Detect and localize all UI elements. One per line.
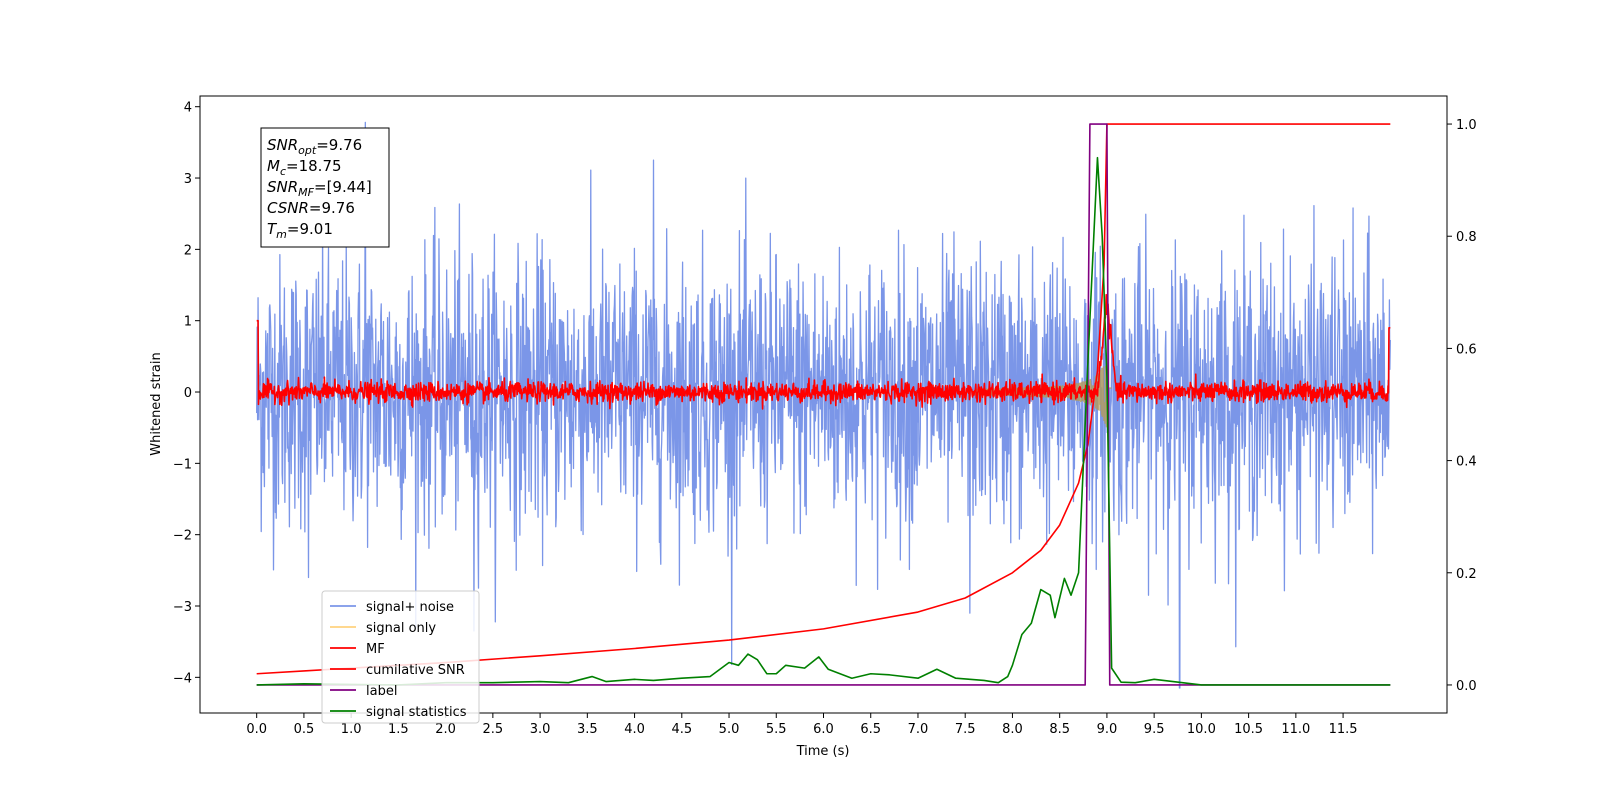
x-tick-label: 6.5 bbox=[860, 722, 881, 737]
x-tick-label: 9.5 bbox=[1144, 722, 1165, 737]
x-tick-label: 0.0 bbox=[246, 722, 267, 737]
x-tick-label: 2.5 bbox=[483, 722, 504, 737]
y-axis-title: Whitened strain bbox=[149, 352, 164, 455]
legend: signal+ noise signal only MF cumilative SNR… bbox=[321, 590, 480, 724]
y-axis-left: −4 −3 −2 −1 0 1 2 3 4 bbox=[173, 101, 200, 686]
x-tick-label: 7.0 bbox=[908, 722, 929, 737]
x-tick-label: 5.0 bbox=[719, 722, 740, 737]
x-tick-label: 5.5 bbox=[766, 722, 787, 737]
y-tick-label: −1 bbox=[173, 457, 192, 472]
y2-tick-label: 0.2 bbox=[1456, 567, 1477, 582]
x-tick-label: 4.0 bbox=[624, 722, 645, 737]
y-tick-label: −3 bbox=[173, 600, 192, 615]
annotation-line: Tm=9.01 bbox=[267, 220, 333, 241]
legend-label: signal+ noise bbox=[366, 600, 454, 615]
x-tick-label: 7.5 bbox=[955, 722, 976, 737]
y-tick-label: 1 bbox=[184, 315, 192, 330]
y-tick-label: 3 bbox=[184, 172, 192, 187]
y2-tick-label: 0.8 bbox=[1456, 230, 1477, 245]
annotation-line: CSNR=9.76 bbox=[267, 199, 355, 217]
x-tick-label: 9.0 bbox=[1097, 722, 1118, 737]
y2-tick-label: 0.4 bbox=[1456, 455, 1477, 470]
y-axis-right: 0.0 0.2 0.4 0.6 0.8 1.0 bbox=[1447, 118, 1477, 694]
x-tick-label: 3.0 bbox=[530, 722, 551, 737]
legend-label: signal only bbox=[366, 621, 436, 636]
x-tick-label: 2.0 bbox=[435, 722, 456, 737]
x-tick-label: 0.5 bbox=[294, 722, 315, 737]
series-mf bbox=[256, 293, 1391, 410]
x-axis-title: Time (s) bbox=[796, 744, 850, 759]
x-tick-label: 4.5 bbox=[671, 722, 692, 737]
y-tick-label: 2 bbox=[184, 243, 192, 258]
legend-label: MF bbox=[366, 642, 385, 657]
y2-tick-label: 0.0 bbox=[1456, 679, 1477, 694]
series-signal-statistics bbox=[256, 156, 1391, 686]
x-axis: 0.0 0.5 1.0 1.5 2.0 2.5 3.0 3.5 4.0 4.5 5.0 5.5 6.0 6… bbox=[246, 713, 1358, 737]
x-tick-label: 1.0 bbox=[341, 722, 362, 737]
x-tick-label: 10.5 bbox=[1234, 722, 1263, 737]
x-tick-label: 1.5 bbox=[388, 722, 409, 737]
annotation-frame bbox=[260, 127, 390, 248]
x-tick-label: 3.5 bbox=[577, 722, 598, 737]
x-tick-label: 8.5 bbox=[1049, 722, 1070, 737]
x-tick-label: 11.5 bbox=[1329, 722, 1358, 737]
legend-frame bbox=[321, 590, 480, 724]
legend-label: cumilative SNR bbox=[366, 663, 465, 678]
y2-tick-label: 0.6 bbox=[1456, 342, 1477, 357]
y-tick-label: 0 bbox=[184, 386, 192, 401]
series-label bbox=[256, 123, 1391, 686]
x-tick-label: 10.0 bbox=[1187, 722, 1216, 737]
legend-label: signal statistics bbox=[366, 705, 467, 720]
y-tick-label: −2 bbox=[173, 529, 192, 544]
y-tick-label: −4 bbox=[173, 671, 192, 686]
legend-label: label bbox=[366, 684, 397, 699]
y2-tick-label: 1.0 bbox=[1456, 118, 1477, 133]
x-tick-label: 8.0 bbox=[1002, 722, 1023, 737]
annotation-line: SNRopt=9.76 bbox=[267, 136, 362, 157]
y-tick-label: 4 bbox=[184, 101, 192, 116]
annotation-line: SNRMF=[9.44] bbox=[267, 178, 372, 199]
x-tick-label: 6.0 bbox=[813, 722, 834, 737]
annotation-box: SNRopt=9.76Mc=18.75SNRMF=[9.44]CSNR=9.76… bbox=[260, 127, 390, 248]
x-tick-label: 11.0 bbox=[1281, 722, 1310, 737]
annotation-line: Mc=18.75 bbox=[267, 157, 342, 178]
